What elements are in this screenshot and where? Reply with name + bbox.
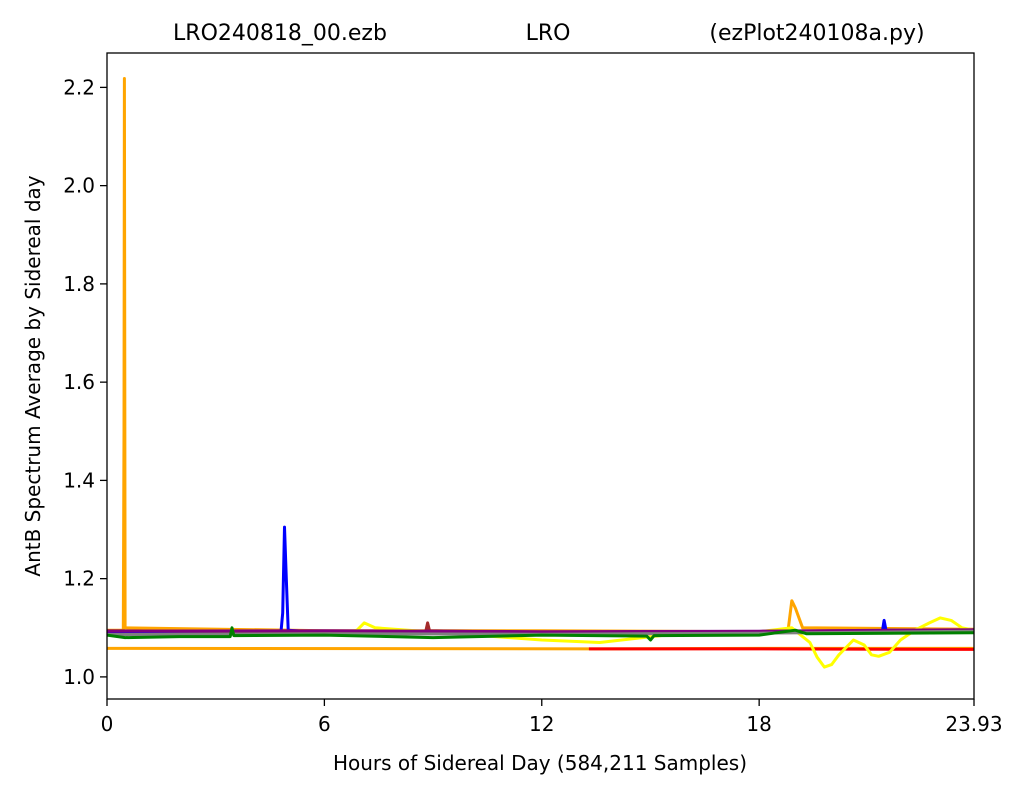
- chart-title-site: LRO: [526, 21, 571, 46]
- plot-frame: [106, 52, 975, 700]
- y-tick-label: 1.0: [63, 665, 95, 689]
- chart-title: LRO240818_00.ezb LRO (ezPlot240108a.py): [173, 21, 925, 46]
- y-tick-label: 2.0: [63, 174, 95, 198]
- y-tick-label: 1.6: [63, 370, 95, 394]
- series-line-8: [107, 626, 974, 642]
- series-line-3: [107, 616, 974, 669]
- x-tick-label: 0: [101, 712, 114, 736]
- chart-title-file: LRO240818_00.ezb: [173, 21, 387, 46]
- series-line-2: [107, 77, 974, 634]
- y-tick-label: 1.2: [63, 567, 95, 591]
- y-tick-label: 1.4: [63, 468, 95, 492]
- series-line-4: [107, 525, 974, 636]
- series-line-1: [588, 647, 974, 651]
- x-axis-label: Hours of Sidereal Day (584,211 Samples): [333, 751, 747, 775]
- y-axis-label: AntB Spectrum Average by Sidereal day: [21, 175, 45, 576]
- y-tick-label: 2.2: [63, 75, 95, 99]
- series-group: [107, 77, 974, 669]
- x-tick-label: 6: [318, 712, 331, 736]
- x-tick-label: 23.93: [945, 712, 1002, 736]
- y-tick-label: 1.8: [63, 272, 95, 296]
- x-tick-label: 12: [529, 712, 554, 736]
- chart-title-script: (ezPlot240108a.py): [709, 21, 924, 46]
- x-tick-label: 18: [746, 712, 771, 736]
- y-axis: 1.0 1.2 1.4 1.6 1.8 2.0 2.2: [63, 75, 107, 689]
- x-axis: 0 6 12 18 23.93: [101, 699, 1003, 736]
- series-line-6: [107, 628, 974, 634]
